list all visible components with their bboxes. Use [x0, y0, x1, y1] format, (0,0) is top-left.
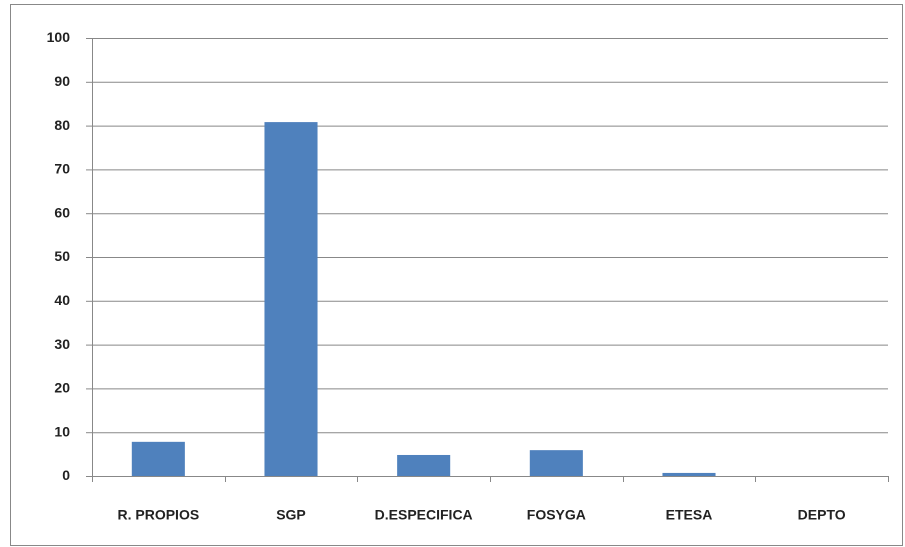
- y-tick-label: 30: [54, 336, 70, 352]
- y-tick-label: 80: [54, 117, 70, 133]
- y-tick-label: 40: [54, 292, 70, 308]
- bar: [662, 472, 716, 476]
- y-tick-label: 90: [54, 73, 70, 89]
- x-tick-label: FOSYGA: [527, 507, 586, 523]
- y-tick-label: 60: [54, 204, 70, 220]
- y-tick-label: 20: [54, 380, 70, 396]
- y-tick-label: 100: [47, 29, 71, 45]
- y-tick-label: 50: [54, 248, 70, 264]
- y-tick-label: 70: [54, 161, 70, 177]
- bar: [264, 122, 318, 476]
- x-tick-label: D.ESPECIFICA: [375, 507, 473, 523]
- x-tick-label: SGP: [276, 507, 306, 523]
- x-tick-label: ETESA: [666, 507, 713, 523]
- bar: [131, 441, 185, 476]
- bar: [397, 454, 451, 476]
- bar: [529, 450, 583, 476]
- y-tick-label: 0: [62, 467, 70, 483]
- y-tick-label: 10: [54, 423, 70, 439]
- x-tick-label: DEPTO: [798, 507, 846, 523]
- x-tick-label: R. PROPIOS: [117, 507, 199, 523]
